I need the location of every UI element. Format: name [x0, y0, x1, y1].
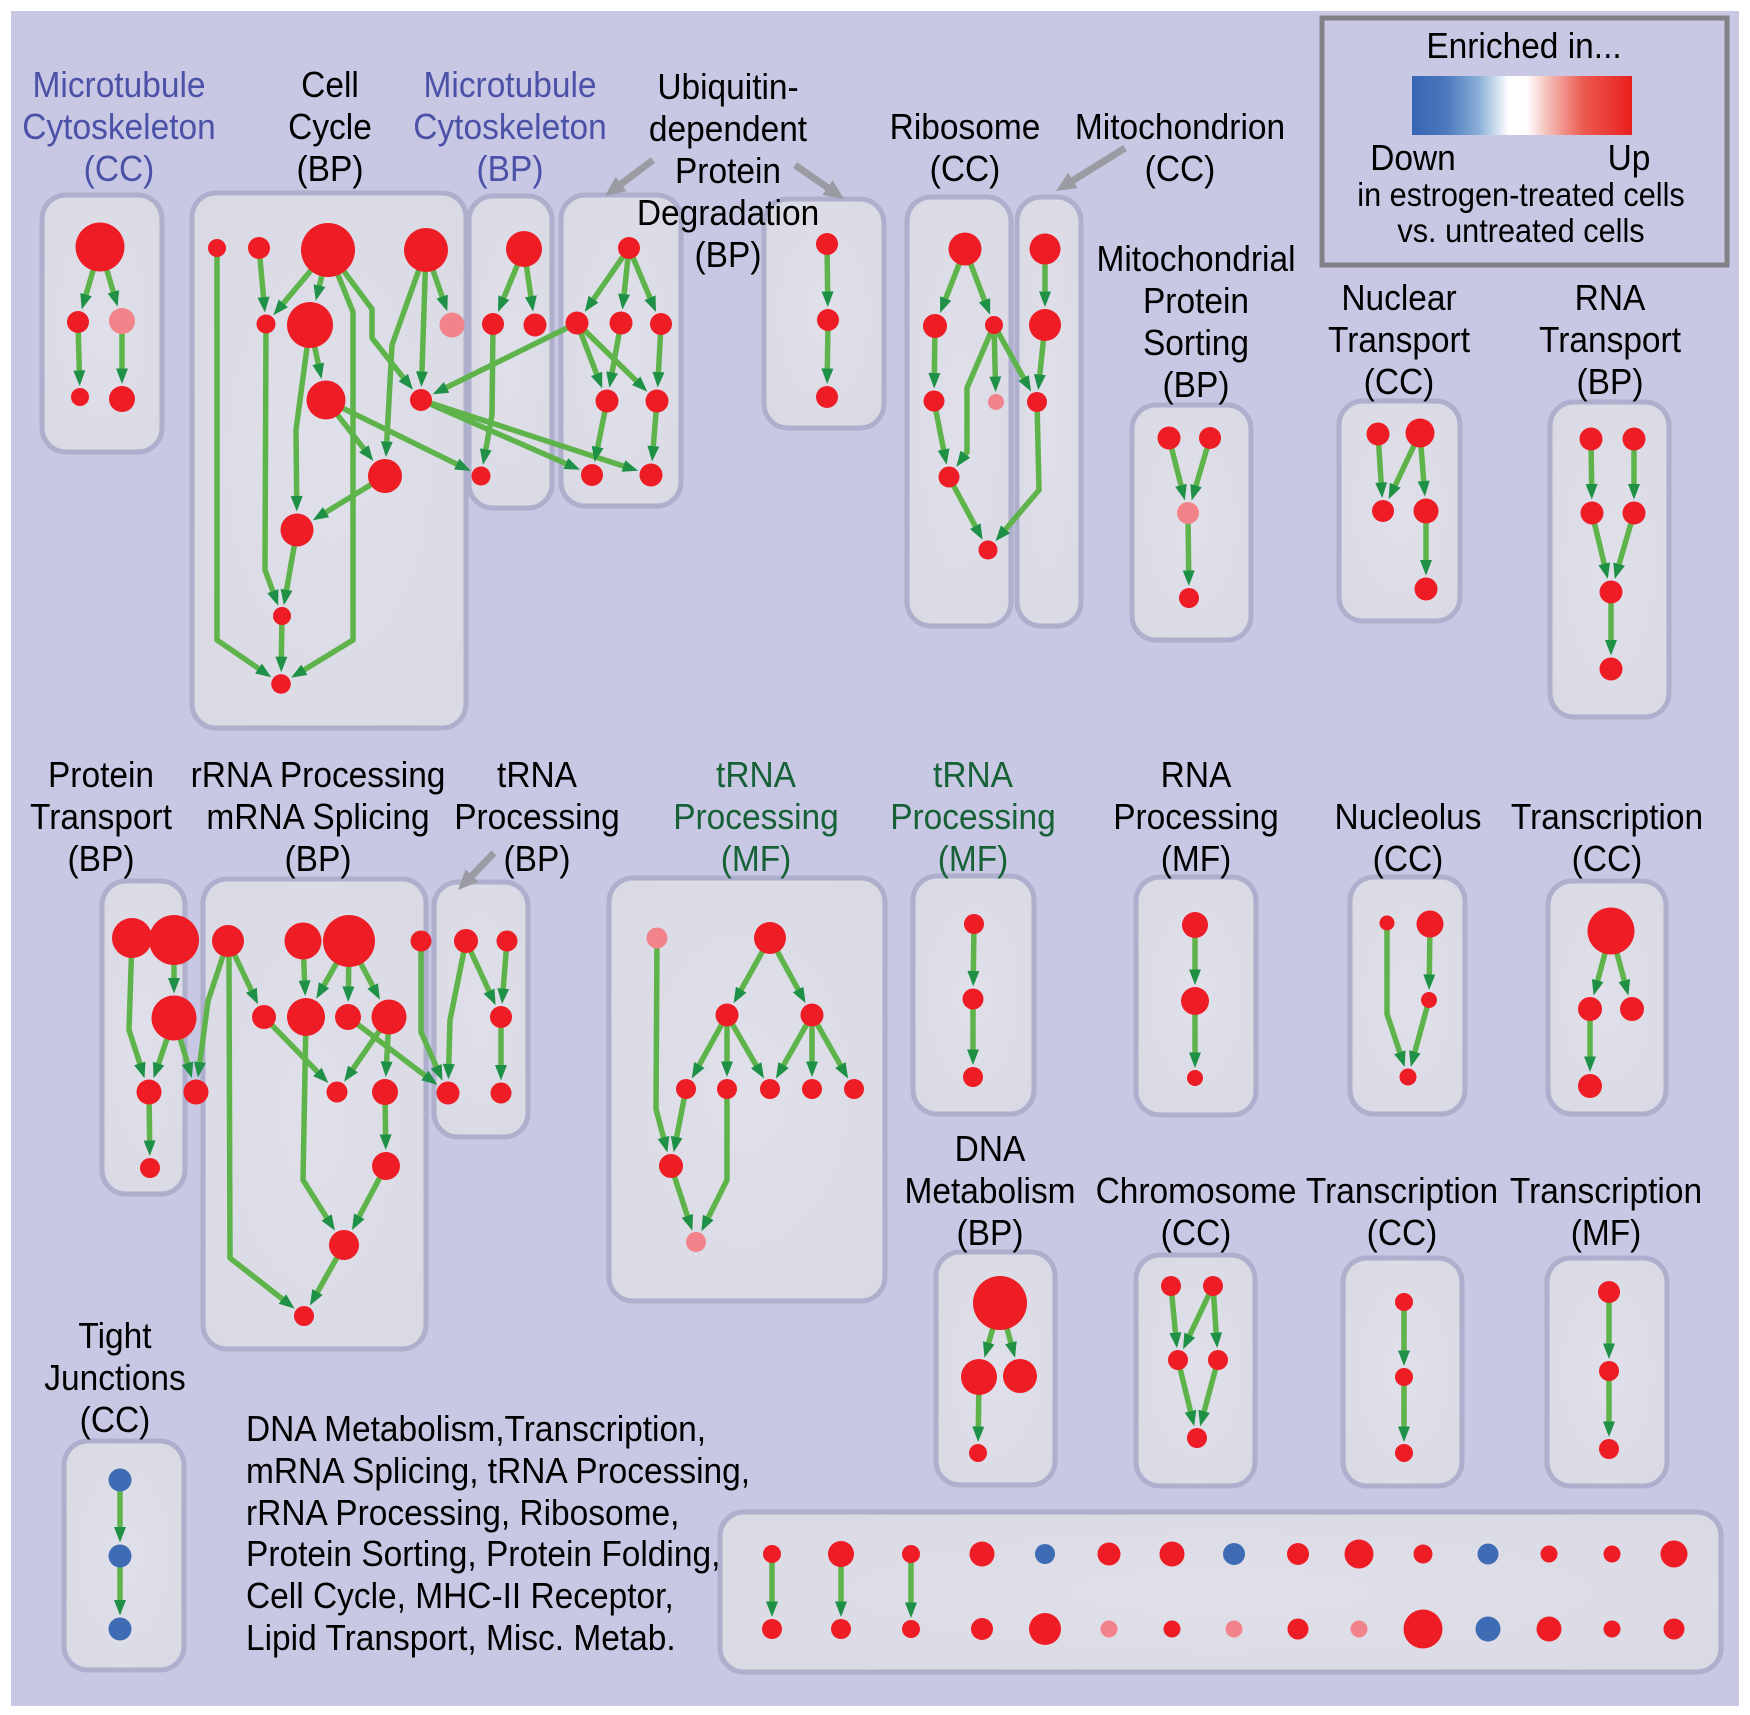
- svg-text:RNA: RNA: [1575, 279, 1646, 318]
- svg-text:Down: Down: [1370, 139, 1456, 178]
- svg-text:Mitochondrion: Mitochondrion: [1075, 108, 1285, 147]
- svg-text:(BP): (BP): [504, 840, 571, 879]
- svg-text:(MF): (MF): [1571, 1214, 1642, 1253]
- svg-text:Transcription: Transcription: [1511, 798, 1703, 837]
- svg-text:Transcription: Transcription: [1306, 1172, 1498, 1211]
- svg-text:Transport: Transport: [30, 798, 172, 837]
- svg-text:(MF): (MF): [721, 840, 792, 879]
- svg-text:Nucleolus: Nucleolus: [1335, 798, 1482, 837]
- svg-text:(MF): (MF): [1161, 840, 1232, 879]
- svg-text:(BP): (BP): [297, 150, 364, 189]
- svg-text:(CC): (CC): [84, 150, 155, 189]
- svg-text:Ubiquitin-: Ubiquitin-: [657, 68, 798, 107]
- svg-text:Up: Up: [1608, 139, 1651, 178]
- svg-text:mRNA Splicing: mRNA Splicing: [206, 798, 429, 837]
- svg-text:Chromosome: Chromosome: [1096, 1172, 1297, 1211]
- svg-text:DNA Metabolism,Transcription,: DNA Metabolism,Transcription,: [246, 1410, 706, 1449]
- svg-text:(BP): (BP): [695, 236, 762, 275]
- svg-text:Enriched in...: Enriched in...: [1426, 27, 1621, 66]
- svg-text:Mitochondrial: Mitochondrial: [1096, 240, 1295, 279]
- svg-text:Junctions: Junctions: [44, 1359, 185, 1398]
- svg-text:Lipid Transport, Misc. Metab.: Lipid Transport, Misc. Metab.: [246, 1619, 676, 1658]
- svg-text:Processing: Processing: [890, 798, 1056, 837]
- svg-text:(CC): (CC): [930, 150, 1001, 189]
- svg-text:(BP): (BP): [1163, 366, 1230, 405]
- svg-text:Cytoskeleton: Cytoskeleton: [22, 108, 215, 147]
- svg-text:(BP): (BP): [68, 840, 135, 879]
- svg-text:(CC): (CC): [1145, 150, 1216, 189]
- svg-text:Protein: Protein: [48, 756, 154, 795]
- svg-text:(CC): (CC): [1364, 363, 1435, 402]
- svg-text:rRNA Processing: rRNA Processing: [191, 756, 446, 795]
- svg-text:(CC): (CC): [1373, 840, 1444, 879]
- svg-text:Cell: Cell: [301, 66, 359, 105]
- svg-text:Processing: Processing: [454, 798, 620, 837]
- svg-text:Tight: Tight: [78, 1317, 151, 1356]
- svg-text:RNA: RNA: [1161, 756, 1232, 795]
- svg-text:mRNA Splicing, tRNA Processing: mRNA Splicing, tRNA Processing,: [246, 1452, 750, 1491]
- svg-text:Sorting: Sorting: [1143, 324, 1249, 363]
- svg-text:Nuclear: Nuclear: [1341, 279, 1456, 318]
- svg-text:(MF): (MF): [938, 840, 1009, 879]
- svg-text:(CC): (CC): [1367, 1214, 1438, 1253]
- svg-text:(BP): (BP): [1577, 363, 1644, 402]
- svg-text:Degradation: Degradation: [637, 194, 819, 233]
- svg-text:tRNA: tRNA: [933, 756, 1014, 795]
- svg-text:(CC): (CC): [1161, 1214, 1232, 1253]
- svg-text:Transport: Transport: [1539, 321, 1681, 360]
- svg-text:(BP): (BP): [957, 1214, 1024, 1253]
- svg-text:DNA: DNA: [955, 1130, 1026, 1169]
- svg-text:tRNA: tRNA: [497, 756, 578, 795]
- svg-text:Protein: Protein: [1143, 282, 1249, 321]
- svg-text:(BP): (BP): [285, 840, 352, 879]
- svg-text:Ribosome: Ribosome: [890, 108, 1041, 147]
- svg-text:(CC): (CC): [1572, 840, 1643, 879]
- svg-text:Microtubule: Microtubule: [424, 66, 597, 105]
- svg-text:Cytoskeleton: Cytoskeleton: [413, 108, 606, 147]
- svg-text:rRNA Processing, Ribosome,: rRNA Processing, Ribosome,: [246, 1494, 679, 1533]
- svg-text:(CC): (CC): [80, 1401, 151, 1440]
- svg-text:Transport: Transport: [1328, 321, 1470, 360]
- svg-text:Processing: Processing: [1113, 798, 1279, 837]
- svg-text:in estrogen-treated cells: in estrogen-treated cells: [1357, 176, 1684, 213]
- svg-text:tRNA: tRNA: [716, 756, 797, 795]
- svg-text:Protein: Protein: [675, 152, 781, 191]
- svg-text:(BP): (BP): [477, 150, 544, 189]
- svg-text:Processing: Processing: [673, 798, 839, 837]
- svg-text:Cycle: Cycle: [288, 108, 372, 147]
- svg-text:Cell Cycle, MHC-II Receptor,: Cell Cycle, MHC-II Receptor,: [246, 1577, 674, 1616]
- svg-text:Protein Sorting, Protein Foldi: Protein Sorting, Protein Folding,: [246, 1535, 720, 1574]
- svg-text:Transcription: Transcription: [1510, 1172, 1702, 1211]
- svg-text:Microtubule: Microtubule: [33, 66, 206, 105]
- svg-text:Metabolism: Metabolism: [904, 1172, 1075, 1211]
- svg-text:dependent: dependent: [649, 110, 808, 149]
- svg-text:vs. untreated cells: vs. untreated cells: [1397, 212, 1644, 249]
